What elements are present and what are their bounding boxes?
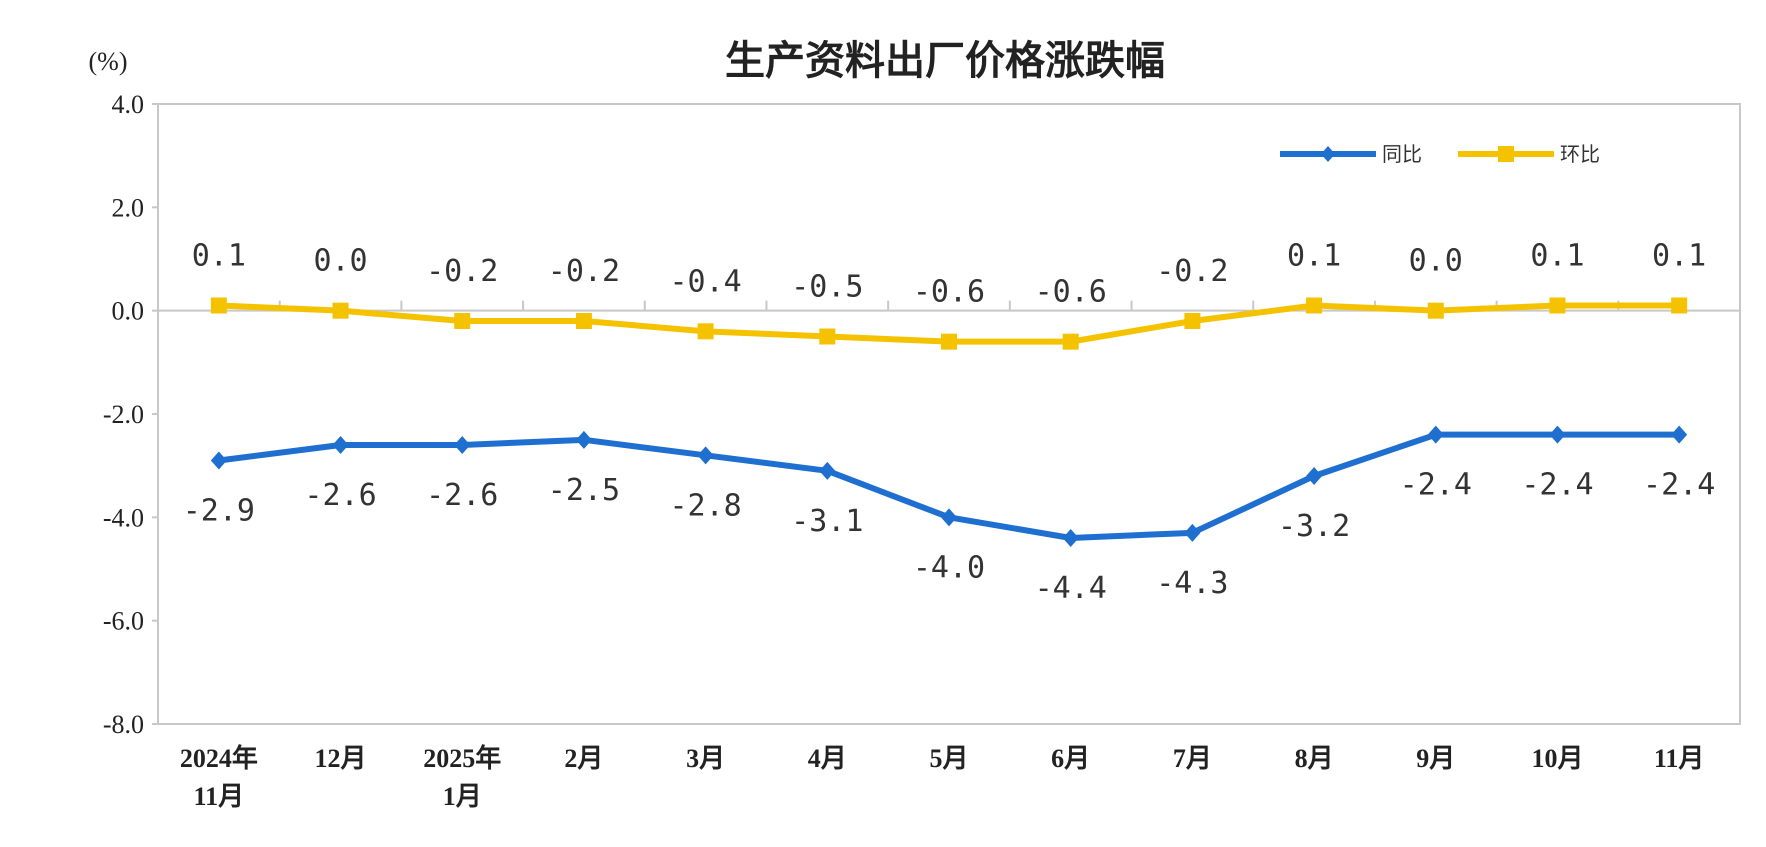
data-point — [1184, 523, 1201, 542]
data-point — [454, 313, 471, 329]
chart-title: 生产资料出厂价格涨跌幅 — [725, 38, 1165, 84]
x-tick-label: 4月 — [808, 744, 847, 773]
x-tick-label: 3月 — [686, 744, 725, 773]
data-point — [454, 436, 471, 454]
data-point — [1306, 297, 1323, 314]
data-point — [697, 323, 714, 340]
data-label: -2.4 — [1521, 468, 1593, 503]
legend-label: 环比 — [1560, 142, 1600, 166]
data-label: 0.1 — [192, 239, 246, 274]
y-tick-label: 2.0 — [112, 193, 145, 222]
x-tick-label: 1月 — [443, 782, 482, 811]
data-label: 0.0 — [1409, 244, 1463, 279]
data-label: -0.6 — [913, 275, 985, 310]
data-point — [210, 451, 227, 470]
data-label: -3.1 — [791, 504, 863, 539]
y-axis-unit: (%) — [89, 47, 128, 76]
data-label: -0.4 — [669, 264, 741, 299]
x-tick-label: 11月 — [194, 782, 245, 811]
data-point — [575, 313, 592, 329]
data-point — [332, 302, 349, 319]
data-point — [1184, 313, 1201, 329]
x-tick-label: 6月 — [1051, 744, 1090, 773]
data-label: -0.2 — [548, 254, 620, 289]
data-label: -0.2 — [1156, 254, 1228, 289]
x-tick-label: 8月 — [1295, 744, 1334, 773]
y-tick-label: 4.0 — [112, 90, 145, 119]
data-label: 0.1 — [1530, 239, 1584, 274]
data-label: -2.8 — [669, 488, 741, 523]
data-label: -4.4 — [1035, 571, 1107, 606]
data-point — [1306, 467, 1323, 485]
x-tick-label: 10月 — [1531, 744, 1583, 773]
data-label: -2.5 — [548, 473, 620, 508]
data-point — [210, 297, 227, 314]
x-tick-label: 2024年 — [180, 743, 258, 773]
data-label: 0.1 — [1287, 239, 1341, 274]
data-point — [1062, 529, 1079, 547]
data-point — [1671, 297, 1688, 314]
y-tick-label: -6.0 — [103, 607, 144, 636]
plot-area — [157, 103, 1741, 725]
data-point — [697, 446, 714, 465]
x-tick-label: 11月 — [1654, 744, 1705, 773]
data-label: 0.1 — [1652, 239, 1706, 274]
data-label: -0.2 — [426, 254, 498, 289]
x-tick-label: 9月 — [1416, 744, 1455, 773]
y-tick-label: -8.0 — [103, 710, 144, 739]
data-label: -2.4 — [1400, 468, 1472, 503]
data-point — [1427, 425, 1444, 444]
data-label: -3.2 — [1278, 509, 1350, 544]
data-point — [819, 461, 836, 480]
data-label: -4.0 — [913, 550, 985, 585]
x-tick-label: 7月 — [1173, 744, 1212, 773]
data-point — [941, 333, 957, 350]
data-point — [575, 430, 592, 449]
data-point — [819, 328, 836, 345]
data-point — [941, 508, 957, 527]
data-label: -2.4 — [1643, 468, 1715, 503]
legend: 同比 环比 — [1280, 142, 1600, 166]
data-label: -4.3 — [1156, 566, 1228, 601]
y-tick-label: -4.0 — [103, 503, 144, 532]
y-tick-label: 0.0 — [112, 297, 145, 326]
x-tick-label: 12月 — [315, 744, 367, 773]
data-label: 0.0 — [313, 244, 367, 279]
data-point — [1427, 302, 1444, 319]
legend-label: 同比 — [1382, 142, 1422, 166]
legend-marker — [1498, 146, 1514, 162]
data-point — [1549, 425, 1566, 444]
x-tick-label: 2025年 — [423, 743, 501, 773]
data-label: -2.6 — [304, 478, 376, 513]
data-label: -0.5 — [791, 270, 863, 305]
data-label: -2.9 — [183, 494, 255, 529]
legend-marker — [1321, 146, 1335, 162]
x-tick-label: 5月 — [929, 744, 968, 773]
y-tick-label: -2.0 — [103, 400, 144, 429]
data-point — [1549, 297, 1566, 314]
data-point — [1062, 333, 1079, 350]
data-point — [1671, 425, 1688, 444]
x-tick-label: 2月 — [564, 744, 603, 773]
data-label: -2.6 — [426, 478, 498, 513]
data-label: -0.6 — [1035, 275, 1107, 310]
data-point — [332, 436, 349, 454]
